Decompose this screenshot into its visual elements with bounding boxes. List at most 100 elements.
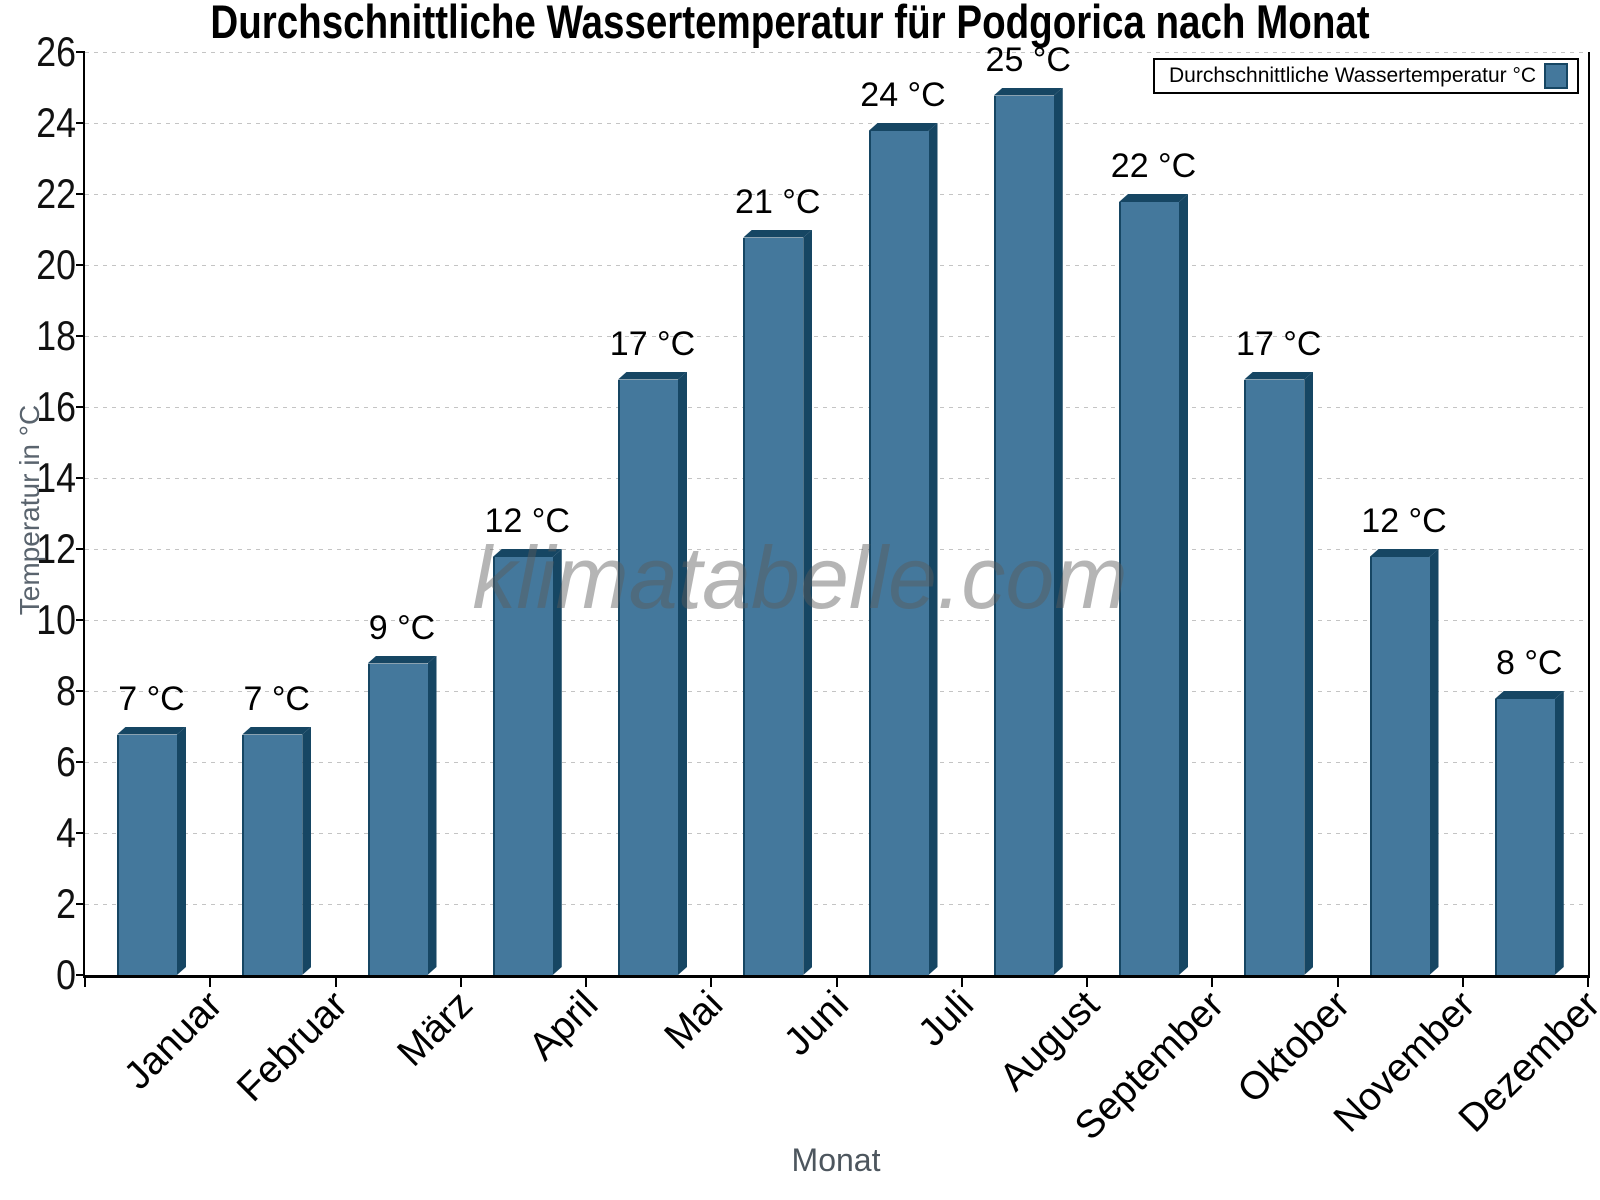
y-axis-tick-label: 6: [56, 738, 76, 785]
x-axis-tick: [209, 978, 212, 987]
x-axis-tick: [1086, 978, 1088, 987]
bar-top-face: [117, 727, 186, 735]
y-axis-tick: [76, 619, 85, 621]
bar: [743, 230, 812, 976]
y-axis-tick: [76, 832, 85, 834]
y-axis-tick-label: 10: [36, 596, 76, 643]
y-axis-tick: [76, 903, 85, 905]
y-axis-tick-label: 22: [36, 170, 76, 217]
bar-value-label: 7 °C: [243, 679, 310, 718]
bar-value-label: 9 °C: [368, 608, 436, 647]
gridline: [85, 122, 1588, 124]
bar-front-face: [993, 95, 1054, 975]
bar-front-face: [1244, 379, 1305, 975]
bar-value-label: 21 °C: [735, 182, 821, 221]
bar: [492, 549, 562, 975]
y-axis-tick: [76, 974, 85, 976]
x-category-label: August: [991, 983, 1108, 1100]
y-axis-tick: [76, 761, 85, 763]
bar-front-face: [868, 131, 929, 975]
bar-top-face: [1244, 372, 1313, 380]
y-axis-tick: [76, 51, 85, 53]
bar-top-face: [994, 88, 1063, 96]
bar-value-label: 17 °C: [1236, 324, 1322, 363]
x-category-label: Juni: [775, 983, 857, 1064]
x-axis-title: Monat: [791, 1142, 881, 1178]
bar-top-face: [1119, 194, 1188, 202]
gridline: [85, 406, 1588, 408]
bar-side-face: [1054, 88, 1063, 976]
bar: [993, 88, 1063, 976]
y-axis-tick-label: 0: [56, 951, 76, 998]
bar: [868, 123, 938, 975]
bar: [117, 727, 186, 976]
bar-value-label: 7 °C: [118, 679, 185, 718]
bar-front-face: [1369, 557, 1430, 975]
y-axis-tick-label: 18: [36, 312, 76, 359]
x-category-label: Oktober: [1229, 983, 1358, 1112]
bar: [367, 656, 437, 976]
bar-value-label: 12 °C: [1361, 502, 1447, 540]
y-axis-tick-label: 14: [36, 454, 76, 501]
y-axis-tick-label: 4: [56, 809, 76, 856]
x-axis-tick: [1336, 978, 1339, 987]
x-axis-tick: [459, 978, 462, 987]
y-axis-tick-label: 26: [36, 28, 76, 75]
gridline: [85, 690, 1588, 692]
y-axis-tick-label: 12: [36, 525, 76, 572]
bar-side-face: [803, 230, 812, 976]
bar-side-face: [1430, 549, 1439, 975]
x-axis-tick: [835, 978, 838, 987]
legend-label: Durchschnittliche Wassertemperatur °C: [1169, 64, 1537, 87]
bar-value-label: 25 °C: [985, 40, 1071, 79]
x-axis-tick: [1211, 978, 1214, 987]
bar-side-face: [177, 727, 186, 976]
bar-top-face: [368, 656, 437, 664]
bar: [1119, 194, 1188, 975]
bar-side-face: [428, 656, 437, 976]
x-category-label: Januar: [115, 983, 231, 1098]
bar-top-face: [1370, 549, 1439, 557]
gridline: [85, 335, 1588, 337]
x-category-label: März: [389, 983, 482, 1075]
bar-front-face: [743, 237, 804, 975]
bar-front-face: [492, 557, 553, 975]
y-axis-tick-label: 24: [36, 99, 76, 146]
y-axis-tick-label: 2: [56, 880, 76, 927]
x-axis-tick: [84, 978, 86, 987]
gridline: [85, 548, 1588, 550]
bar: [1494, 691, 1564, 975]
y-axis-tick-label: 16: [36, 383, 76, 430]
x-axis-tick: [960, 978, 963, 987]
bar-side-face: [1179, 194, 1188, 975]
x-category-label: Mai: [656, 983, 732, 1058]
bar-value-label: 12 °C: [484, 502, 570, 540]
bar-side-face: [678, 372, 687, 976]
y-axis-tick: [76, 264, 85, 266]
bar: [618, 372, 687, 976]
bar-top-face: [869, 123, 938, 131]
x-axis-tick: [710, 978, 713, 987]
gridline: [85, 619, 1588, 621]
y-axis-title: Temperatur in °C: [14, 404, 45, 616]
gridline: [85, 51, 1588, 53]
chart-title: Durchschnittliche Wassertemperatur für P…: [210, 0, 1370, 48]
bar-side-face: [302, 727, 311, 976]
y-axis-tick-label: 20: [36, 241, 76, 288]
y-axis-tick: [76, 193, 85, 195]
bar-top-face: [1495, 691, 1564, 699]
gridline: [85, 477, 1588, 479]
bar-top-face: [493, 549, 562, 557]
bar: [1369, 549, 1439, 975]
gridline: [85, 832, 1588, 834]
plot-area: 7 °C 7 °C 9 °C 12 °C 17 °C 21 °C 24 °C 25 °C 22 …: [83, 41, 1590, 978]
bar-front-face: [367, 663, 428, 975]
y-axis-tick: [76, 335, 85, 337]
bar-front-face: [242, 734, 303, 975]
gridline: [85, 903, 1588, 905]
y-axis-tick: [76, 690, 85, 692]
bar-side-face: [929, 123, 938, 975]
legend-color-swatch-icon: [1544, 63, 1568, 89]
bar-front-face: [1119, 202, 1179, 975]
